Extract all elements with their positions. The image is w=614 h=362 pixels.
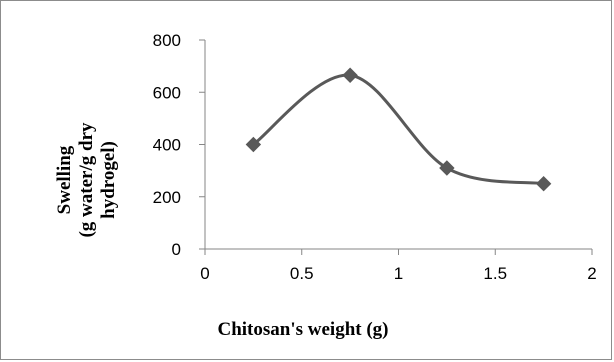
y-axis-title-line-1: Swelling bbox=[54, 145, 75, 214]
y-axis-title: Swelling (g water/g dry hydrogel) bbox=[54, 122, 119, 238]
data-point-marker bbox=[245, 136, 262, 153]
data-point-marker bbox=[439, 160, 455, 176]
series bbox=[245, 67, 552, 192]
series-line bbox=[252, 73, 544, 186]
y-tick-label: 400 bbox=[153, 136, 181, 155]
x-tick-label: 1.5 bbox=[483, 264, 507, 283]
x-tick-label: 1 bbox=[394, 264, 403, 283]
x-axis-title: Chitosan's weight (g) bbox=[217, 319, 388, 340]
y-tick-label: 600 bbox=[153, 83, 181, 102]
y-tick-label: 200 bbox=[153, 188, 181, 207]
x-tick-label: 2 bbox=[587, 264, 596, 283]
x-tick-label: 0 bbox=[200, 264, 209, 283]
y-tick-label: 0 bbox=[172, 240, 181, 259]
y-tick-label: 800 bbox=[153, 31, 181, 50]
axis-titles: Chitosan's weight (g) Swelling (g water/… bbox=[54, 122, 389, 340]
y-axis-title-line-2: (g water/g dry bbox=[76, 122, 97, 238]
data-point-marker bbox=[342, 67, 358, 83]
y-axis-title-line-3: hydrogel) bbox=[98, 141, 119, 219]
x-tick-label: 0.5 bbox=[290, 264, 314, 283]
axes bbox=[204, 40, 592, 250]
ticks: 0 200 400 600 800 0 0.5 1 1.5 2 bbox=[153, 31, 597, 283]
data-point-marker bbox=[535, 175, 552, 192]
